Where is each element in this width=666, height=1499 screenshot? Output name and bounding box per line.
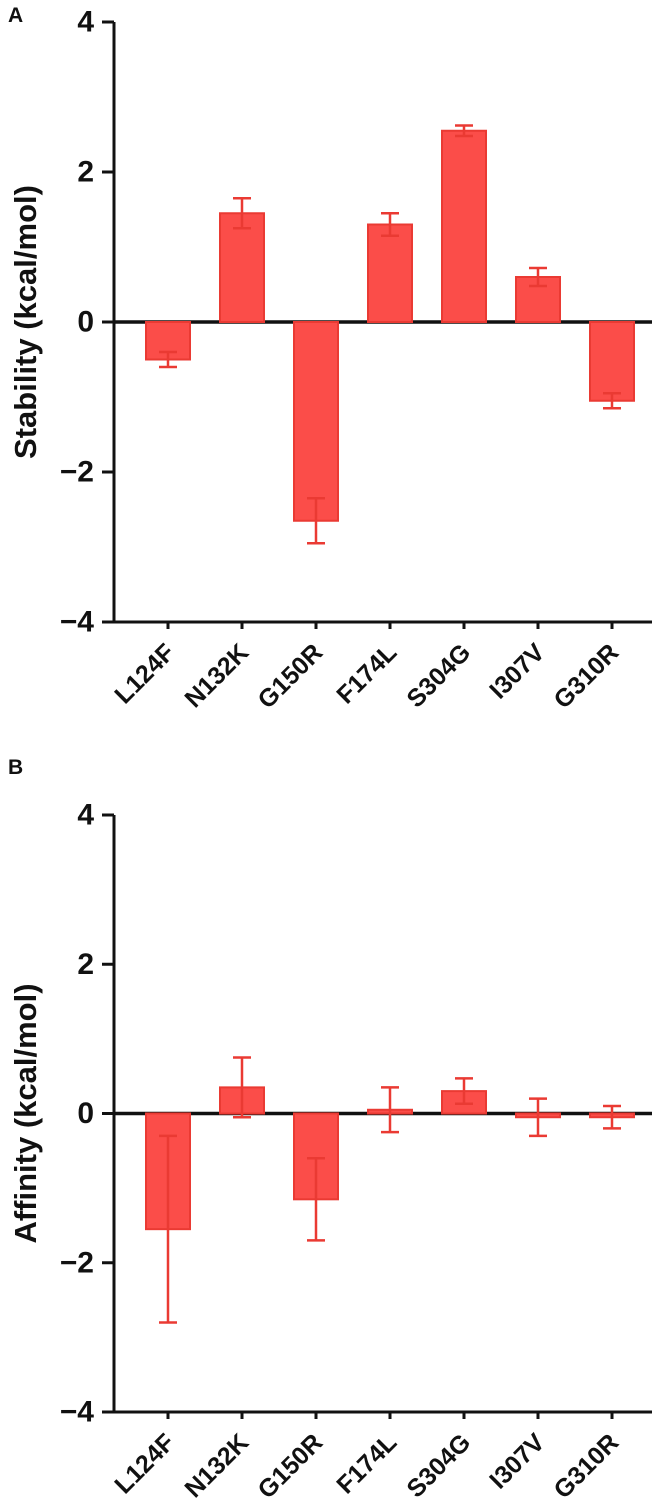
y-tick-label: 2 xyxy=(77,156,94,189)
y-tick-label: 4 xyxy=(77,6,94,39)
bar-N132K xyxy=(219,212,265,323)
bar-G150R xyxy=(293,321,339,522)
x-tick-label-L124F: L124F xyxy=(109,1428,180,1499)
y-tick-label: 0 xyxy=(77,306,94,339)
y-axis-title: Affinity (kcal/mol) xyxy=(8,983,43,1243)
panel-label-a: A xyxy=(8,4,24,27)
bar-F174L xyxy=(367,223,413,323)
x-tick-label-G310R: G310R xyxy=(548,1428,624,1499)
x-tick-label-I307V: I307V xyxy=(484,1428,550,1494)
panel-label-b: B xyxy=(8,756,24,779)
bar-S304G xyxy=(441,129,487,323)
y-tick-label: −2 xyxy=(60,456,94,489)
x-tick-label-G150R: G150R xyxy=(252,638,328,714)
y-tick-label: 0 xyxy=(77,1097,94,1130)
x-tick-label-I307V: I307V xyxy=(484,638,550,704)
x-tick-label-S304G: S304G xyxy=(401,1428,476,1499)
y-tick-label: −4 xyxy=(60,606,95,639)
y-tick-label: 2 xyxy=(77,948,94,981)
x-tick-label-N132K: N132K xyxy=(179,1428,254,1499)
x-tick-label-G310R: G310R xyxy=(548,638,624,714)
y-tick-label: 4 xyxy=(77,799,94,832)
x-tick-label-S304G: S304G xyxy=(401,638,476,713)
affinity-chart: −4 −2 0 2 4 L124F N132K G150R F174L S304G I307V G31… xyxy=(0,758,666,1499)
x-tick-label-F174L: F174L xyxy=(331,1428,402,1499)
y-tick-label: −2 xyxy=(60,1246,94,1279)
y-axis-title: Stability (kcal/mol) xyxy=(8,185,43,459)
x-tick-label-L124F: L124F xyxy=(109,638,180,709)
x-tick-label-F174L: F174L xyxy=(331,638,402,709)
x-tick-label-G150R: G150R xyxy=(252,1428,328,1499)
y-tick-label: −4 xyxy=(60,1396,95,1429)
x-tick-label-N132K: N132K xyxy=(179,638,254,713)
bar-G310R xyxy=(589,321,635,402)
stability-chart: −4 −2 0 2 4 L124F N132K G150R F174L S304G I307V G31… xyxy=(0,0,666,744)
